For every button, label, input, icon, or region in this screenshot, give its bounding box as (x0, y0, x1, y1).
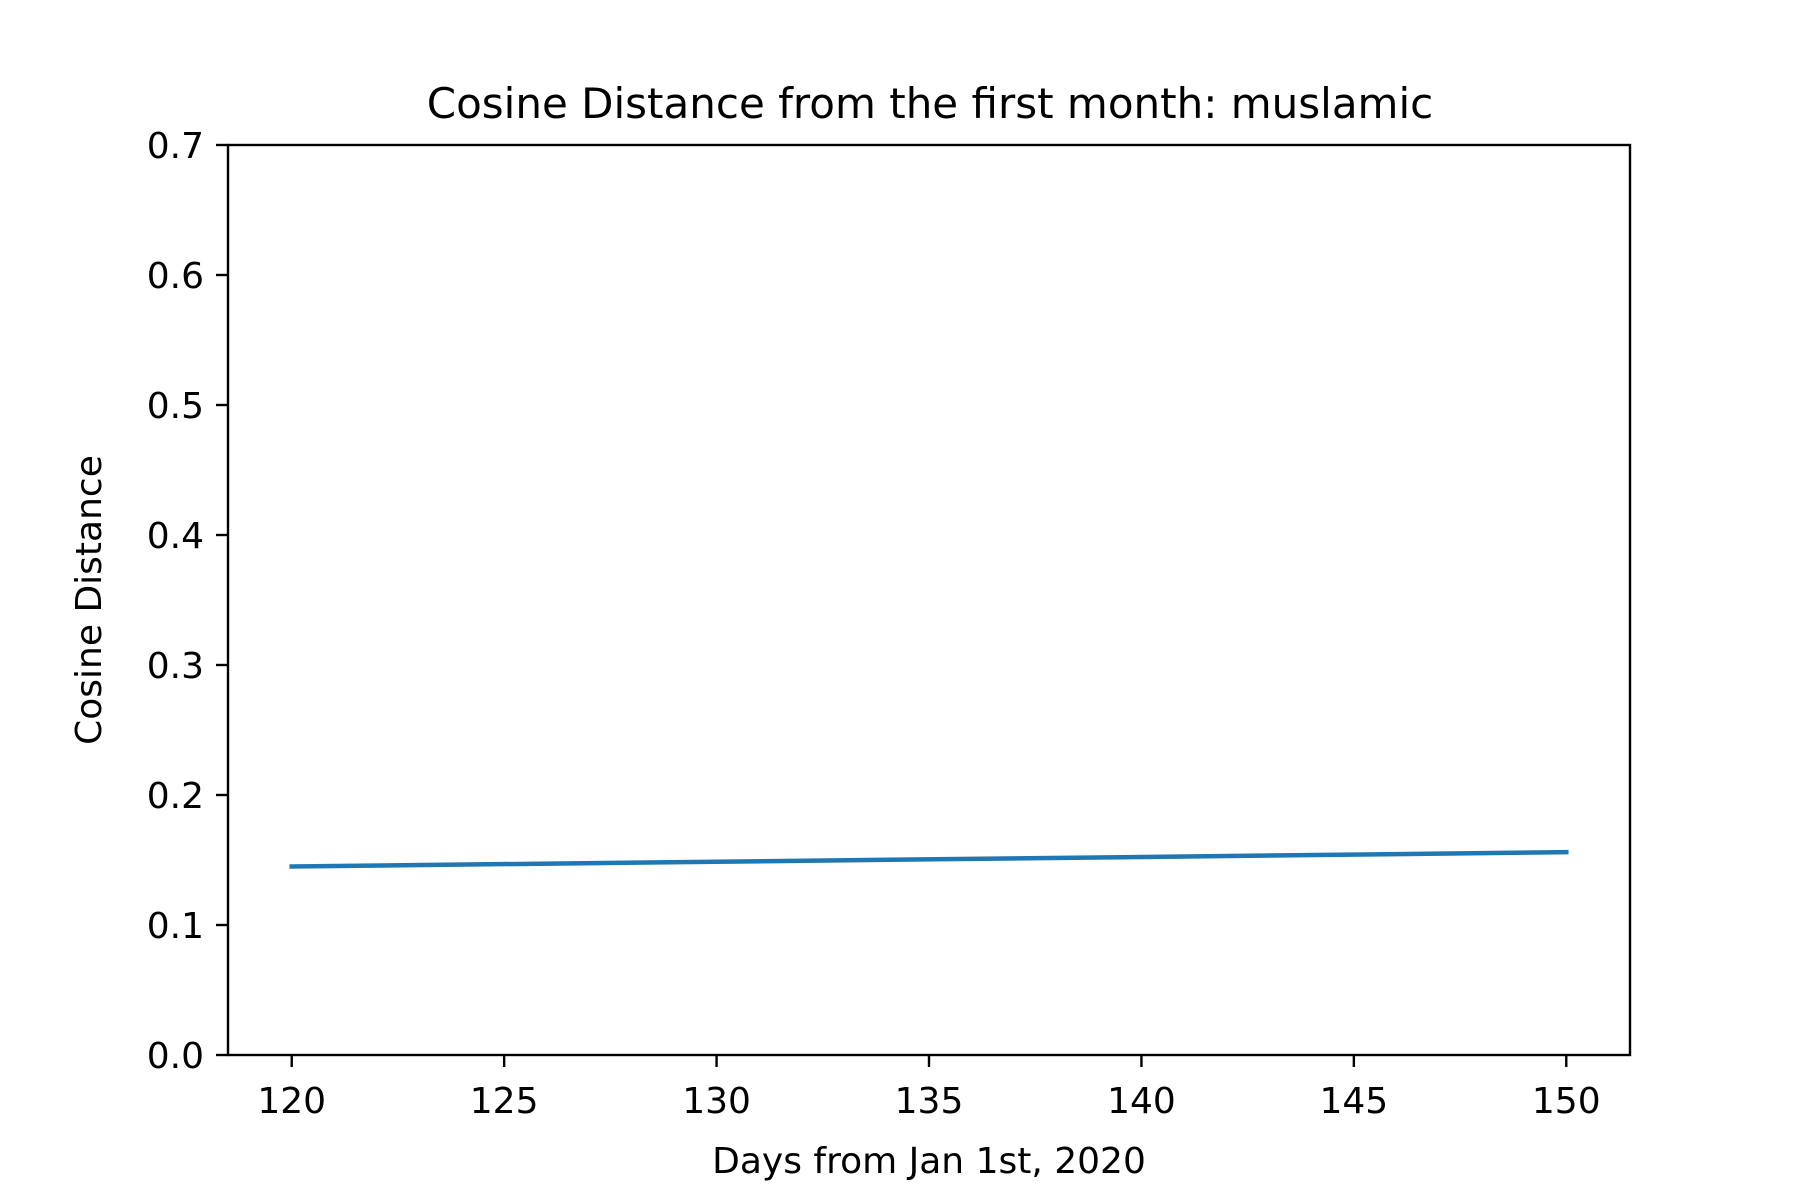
x-tick-label: 145 (1319, 1081, 1388, 1122)
x-tick-label: 135 (895, 1081, 964, 1122)
y-tick-label: 0.5 (147, 386, 204, 427)
x-tick-label: 125 (470, 1081, 539, 1122)
x-axis-label: Days from Jan 1st, 2020 (712, 1141, 1146, 1182)
y-axis-ticks: 0.0 0.1 0.2 0.3 0.4 0.5 0.6 0.7 (147, 126, 228, 1077)
series-layer (289, 849, 1569, 869)
y-tick-label: 0.0 (147, 1036, 204, 1077)
y-axis-label: Cosine Distance (69, 455, 110, 745)
y-tick-label: 0.6 (147, 256, 204, 297)
y-tick-label: 0.7 (147, 126, 204, 167)
x-tick-label: 140 (1107, 1081, 1176, 1122)
x-tick-label: 130 (682, 1081, 751, 1122)
y-tick-label: 0.1 (147, 906, 204, 947)
y-tick-label: 0.4 (147, 516, 204, 557)
x-axis-ticks: 120 125 130 135 140 145 150 (257, 1055, 1601, 1122)
y-tick-label: 0.2 (147, 776, 204, 817)
plot-area-frame (226, 143, 1632, 1057)
y-tick-label: 0.3 (147, 646, 204, 687)
x-tick-label: 150 (1532, 1081, 1601, 1122)
series-line (289, 849, 1569, 869)
x-tick-label: 120 (257, 1081, 326, 1122)
chart-title: Cosine Distance from the first month: mu… (427, 79, 1433, 128)
